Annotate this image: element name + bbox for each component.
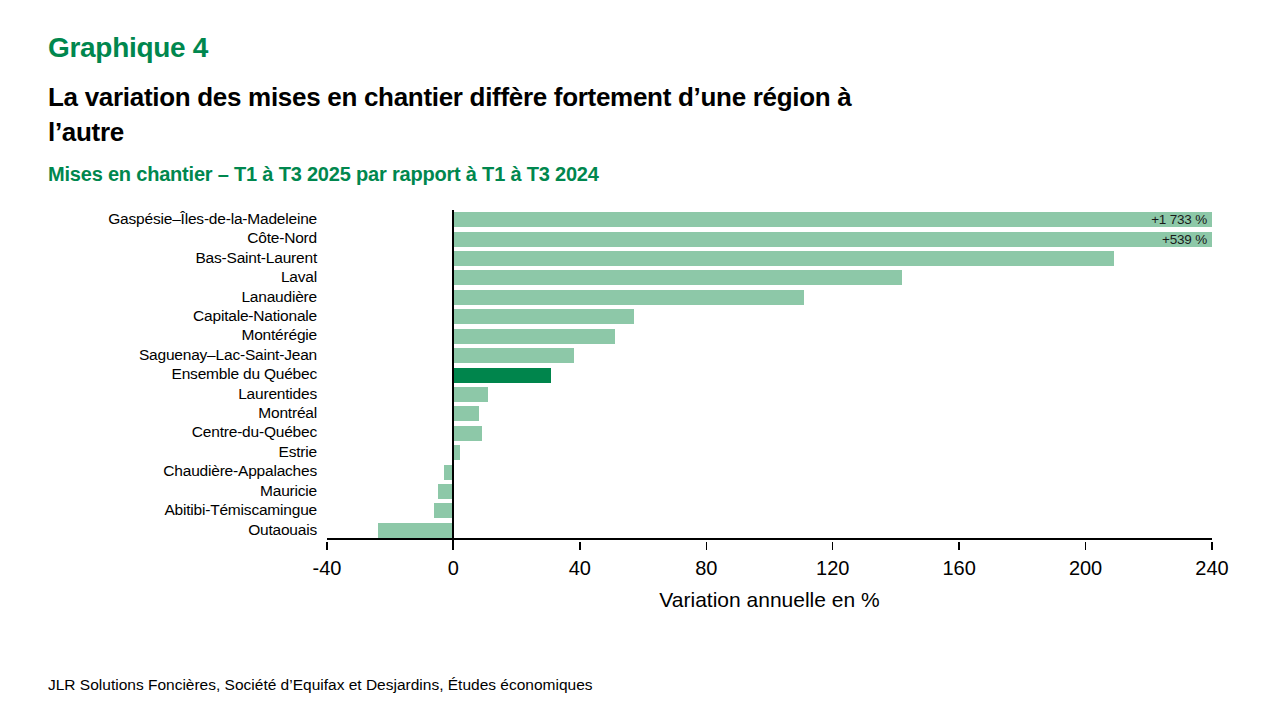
bar (453, 290, 804, 305)
chart-headline-line2: l’autre (48, 115, 1228, 150)
bar (434, 503, 453, 518)
category-label: Mauricie (48, 482, 317, 500)
category-label: Côte-Nord (48, 229, 317, 247)
category-label: Centre-du-Québec (48, 423, 317, 441)
x-tick-label: 160 (919, 557, 999, 580)
chart-subtitle: Mises en chantier – T1 à T3 2025 par rap… (48, 163, 599, 186)
x-tick-mark (1211, 542, 1213, 550)
zero-baseline (452, 210, 454, 550)
x-tick-label: 40 (540, 557, 620, 580)
bar (378, 523, 454, 538)
category-label: Outaouais (48, 521, 317, 539)
bar (453, 329, 614, 344)
x-tick-label: 0 (413, 557, 493, 580)
category-label: Chaudière-Appalaches (48, 462, 317, 480)
category-label: Estrie (48, 443, 317, 461)
category-label: Ensemble du Québec (48, 365, 317, 383)
x-tick-label: 200 (1046, 557, 1126, 580)
x-tick-mark (326, 542, 328, 550)
x-tick-label: 80 (666, 557, 746, 580)
category-label: Montréal (48, 404, 317, 422)
chart-headline-line1: La variation des mises en chantier diffè… (48, 80, 1228, 115)
x-tick-label: 120 (793, 557, 873, 580)
plot-area: +1 733 %+539 %-4004080120160200240 (327, 210, 1212, 540)
category-label: Bas-Saint-Laurent (48, 249, 317, 267)
bar: +1 733 % (453, 212, 1212, 227)
category-label: Laurentides (48, 385, 317, 403)
x-tick-mark (958, 542, 960, 550)
x-tick-mark (832, 542, 834, 550)
bar (453, 387, 488, 402)
bar: +539 % (453, 232, 1212, 247)
chart-page: Graphique 4 La variation des mises en ch… (0, 0, 1280, 720)
bar (453, 309, 633, 324)
category-label: Saguenay–Lac-Saint-Jean (48, 346, 317, 364)
bar (453, 251, 1114, 266)
bar (438, 484, 454, 499)
category-label: Montérégie (48, 326, 317, 344)
bar (453, 426, 481, 441)
category-label: Capitale-Nationale (48, 307, 317, 325)
chart-headline: La variation des mises en chantier diffè… (48, 80, 1228, 150)
category-label: Gaspésie–Îles-de-la-Madeleine (48, 210, 317, 228)
bar-highlight (453, 368, 551, 383)
bar-value-label: +1 733 % (1151, 212, 1207, 227)
x-tick-mark (1085, 542, 1087, 550)
category-label: Lanaudière (48, 288, 317, 306)
source-line: JLR Solutions Foncières, Société d’Equif… (48, 676, 593, 694)
chart-kicker: Graphique 4 (48, 32, 208, 64)
x-tick-label: 240 (1172, 557, 1252, 580)
x-axis-title: Variation annuelle en % (327, 588, 1212, 612)
x-tick-label: -40 (287, 557, 367, 580)
x-tick-mark (706, 542, 708, 550)
category-label: Abitibi-Témiscamingue (48, 501, 317, 519)
bar (453, 270, 902, 285)
bar (453, 348, 573, 363)
bar-value-label: +539 % (1162, 232, 1207, 247)
category-label: Laval (48, 268, 317, 286)
x-tick-mark (579, 542, 581, 550)
category-labels: Gaspésie–Îles-de-la-MadeleineCôte-Nord Ba… (48, 210, 317, 540)
bar (453, 406, 478, 421)
